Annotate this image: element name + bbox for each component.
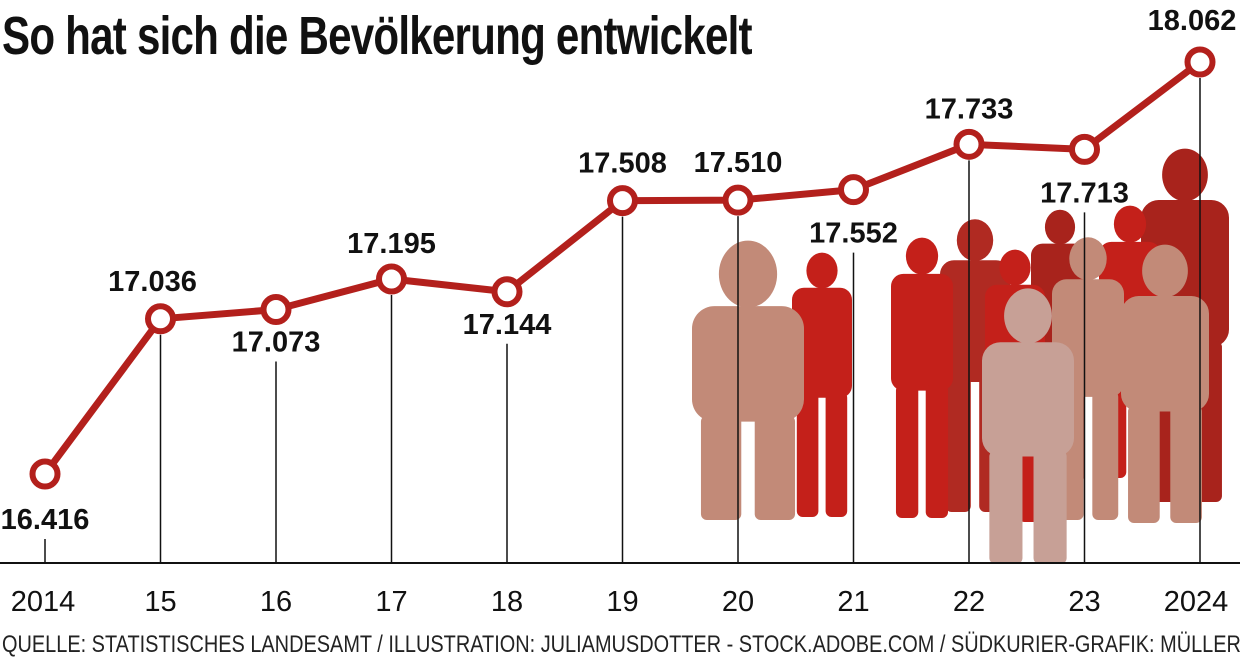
x-tick-label: 22 <box>953 586 985 618</box>
data-label: 17.036 <box>108 266 197 298</box>
x-tick-label: 19 <box>606 586 638 618</box>
chart-title: So hat sich die Bevölkerung entwickelt <box>2 6 753 66</box>
data-point <box>29 458 61 490</box>
x-tick-label: 2024 <box>1164 586 1229 618</box>
data-point <box>838 174 869 206</box>
people-silhouettes-icon <box>692 148 1229 564</box>
x-tick-label: 17 <box>375 586 407 618</box>
x-axis-tick-labels: 2014 15 16 17 18 19 20 21 22 23 2024 <box>11 586 1229 618</box>
data-label: 17.552 <box>809 218 898 250</box>
data-label: 16.416 <box>1 504 90 536</box>
x-tick-label: 15 <box>144 586 176 618</box>
data-point <box>145 303 176 335</box>
data-label: 17.195 <box>347 228 436 260</box>
x-tick-label: 16 <box>260 586 292 618</box>
person-silhouette <box>692 240 804 520</box>
person-silhouette <box>792 252 852 517</box>
data-point <box>1184 46 1216 78</box>
data-labels: 16.416 17.036 17.073 17.195 17.144 17.508 17.5… <box>1 5 1237 536</box>
person-silhouette <box>891 237 953 518</box>
person-silhouette <box>982 288 1074 564</box>
x-tick-label: 20 <box>722 586 754 618</box>
data-point <box>260 294 292 326</box>
data-label: 17.713 <box>1040 177 1129 209</box>
data-markers <box>29 46 1216 490</box>
data-point <box>376 263 407 295</box>
data-label: 17.510 <box>694 147 783 179</box>
data-point <box>953 128 985 160</box>
data-point <box>1069 133 1100 165</box>
data-label: 17.508 <box>578 148 667 180</box>
data-label: 17.073 <box>232 327 321 359</box>
x-tick-label: 18 <box>491 586 523 618</box>
data-point <box>607 185 638 217</box>
x-tick-label: 21 <box>837 586 869 618</box>
x-axis-ticks <box>44 78 1201 563</box>
data-point <box>491 276 523 308</box>
x-tick-label: 23 <box>1068 586 1100 618</box>
source-credit: QUELLE: STATISTISCHES LANDESAMT / ILLUST… <box>2 631 1240 658</box>
x-tick-label: 2014 <box>11 586 76 618</box>
data-label: 17.733 <box>925 93 1014 125</box>
data-point <box>722 184 754 216</box>
data-label: 17.144 <box>463 309 552 341</box>
data-label: 18.062 <box>1148 5 1237 37</box>
person-silhouette <box>1121 244 1209 523</box>
